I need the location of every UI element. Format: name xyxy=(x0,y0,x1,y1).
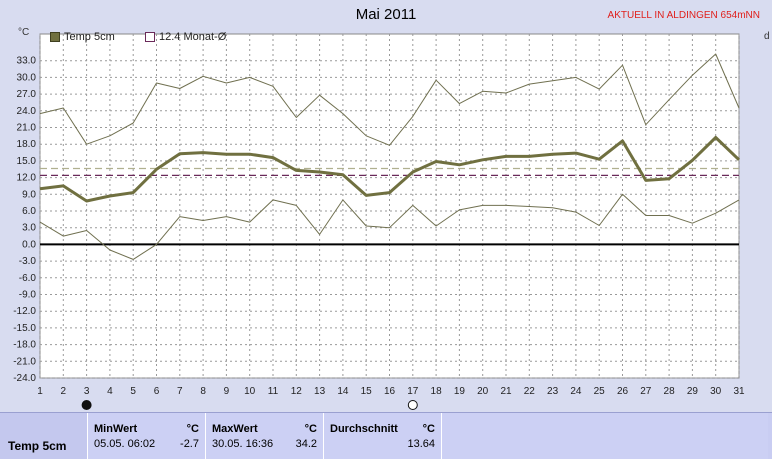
avg-unit: °C xyxy=(422,423,435,435)
y-tick-label: -3.0 xyxy=(19,256,37,267)
x-tick-label: 13 xyxy=(314,386,326,397)
stats-max-cell: MaxWert °C 30.05. 16:36 34.2 xyxy=(206,413,324,459)
y-tick-label: 3.0 xyxy=(22,223,36,234)
y-tick-label: 18.0 xyxy=(17,139,37,150)
station-label: AKTUELL IN ALDINGEN 654mNN xyxy=(607,10,760,21)
moon-new-icon xyxy=(81,400,92,410)
stats-row-header: Temp 5cm xyxy=(0,413,88,459)
max-value: 34.2 xyxy=(295,438,317,450)
y-tick-label: 9.0 xyxy=(22,189,36,200)
x-tick-label: 9 xyxy=(224,386,230,397)
legend-label-average: 12.4 Monat-Ø xyxy=(159,31,227,43)
stats-panel: Temp 5cm MinWert °C 05.05. 06:02 -2.7 Ma… xyxy=(0,412,772,459)
x-tick-label: 27 xyxy=(640,386,652,397)
x-tick-label: 10 xyxy=(244,386,256,397)
avg-value: 13.64 xyxy=(407,438,435,450)
x-tick-label: 19 xyxy=(454,386,466,397)
min-unit: °C xyxy=(186,423,199,435)
y-axis-unit-right: d xyxy=(764,31,770,42)
stats-row-label: Temp 5cm xyxy=(8,439,67,453)
y-axis-unit-left: °C xyxy=(18,27,30,38)
stats-min-cell: MinWert °C 05.05. 06:02 -2.7 xyxy=(88,413,206,459)
series-line xyxy=(39,53,740,146)
x-tick-label: 14 xyxy=(337,386,349,397)
x-tick-label: 18 xyxy=(431,386,443,397)
x-tick-label: 20 xyxy=(477,386,489,397)
y-tick-label: -15.0 xyxy=(13,323,36,334)
x-tick-label: 11 xyxy=(268,386,279,397)
y-tick-label: 27.0 xyxy=(17,89,37,100)
x-tick-label: 5 xyxy=(130,386,136,397)
moon-full-icon xyxy=(407,400,418,410)
y-tick-label: 12.0 xyxy=(17,173,37,184)
legend-item-temp[interactable]: Temp 5cm xyxy=(50,31,115,43)
y-tick-label: 30.0 xyxy=(17,72,37,83)
y-tick-label: -18.0 xyxy=(13,340,36,351)
y-tick-label: 24.0 xyxy=(17,106,37,117)
legend-item-average[interactable]: 12.4 Monat-Ø xyxy=(145,31,226,43)
stats-avg-cell: Durchschnitt °C 13.64 xyxy=(324,413,442,459)
x-tick-label: 7 xyxy=(177,386,183,397)
x-tick-label: 23 xyxy=(547,386,559,397)
avg-title: Durchschnitt xyxy=(330,423,398,435)
x-tick-label: 3 xyxy=(84,386,90,397)
x-tick-label: 25 xyxy=(594,386,606,397)
x-tick-label: 30 xyxy=(710,386,722,397)
x-tick-label: 12 xyxy=(291,386,303,397)
x-tick-label: 28 xyxy=(664,386,676,397)
y-tick-label: -9.0 xyxy=(19,290,37,301)
x-tick-label: 4 xyxy=(107,386,113,397)
legend-swatch-temp xyxy=(50,32,60,42)
y-tick-label: 0.0 xyxy=(22,239,36,250)
y-tick-label: 33.0 xyxy=(17,56,37,67)
x-tick-label: 26 xyxy=(617,386,629,397)
series-line xyxy=(39,193,740,260)
temperature-chart: 33.030.027.024.021.018.015.012.09.06.03.… xyxy=(13,33,745,410)
x-tick-label: 17 xyxy=(407,386,419,397)
y-tick-label: -12.0 xyxy=(13,306,36,317)
x-tick-label: 21 xyxy=(500,386,512,397)
series-line xyxy=(39,136,741,203)
x-tick-label: 29 xyxy=(687,386,699,397)
max-date: 30.05. 16:36 xyxy=(212,438,274,450)
max-title: MaxWert xyxy=(212,423,258,435)
x-tick-label: 2 xyxy=(61,386,67,397)
x-tick-label: 6 xyxy=(154,386,160,397)
chart-title: Mai 2011 xyxy=(355,6,417,23)
y-tick-label: 21.0 xyxy=(17,123,37,134)
y-tick-label: -21.0 xyxy=(13,356,36,367)
x-tick-label: 1 xyxy=(37,386,43,397)
x-tick-label: 31 xyxy=(733,386,745,397)
x-tick-label: 16 xyxy=(384,386,396,397)
min-date: 05.05. 06:02 xyxy=(94,438,156,450)
x-tick-label: 8 xyxy=(200,386,206,397)
y-tick-label: 6.0 xyxy=(22,206,36,217)
x-tick-label: 15 xyxy=(361,386,373,397)
min-title: MinWert xyxy=(94,423,138,435)
max-unit: °C xyxy=(304,423,317,435)
x-tick-label: 24 xyxy=(570,386,582,397)
legend-swatch-average xyxy=(145,32,155,42)
min-value: -2.7 xyxy=(180,438,199,450)
stats-empty-cell xyxy=(442,413,768,459)
y-tick-label: -24.0 xyxy=(13,373,36,384)
legend-label-temp: Temp 5cm xyxy=(64,31,115,43)
x-tick-label: 22 xyxy=(524,386,536,397)
y-tick-label: 15.0 xyxy=(17,156,37,167)
y-tick-label: -6.0 xyxy=(19,273,37,284)
